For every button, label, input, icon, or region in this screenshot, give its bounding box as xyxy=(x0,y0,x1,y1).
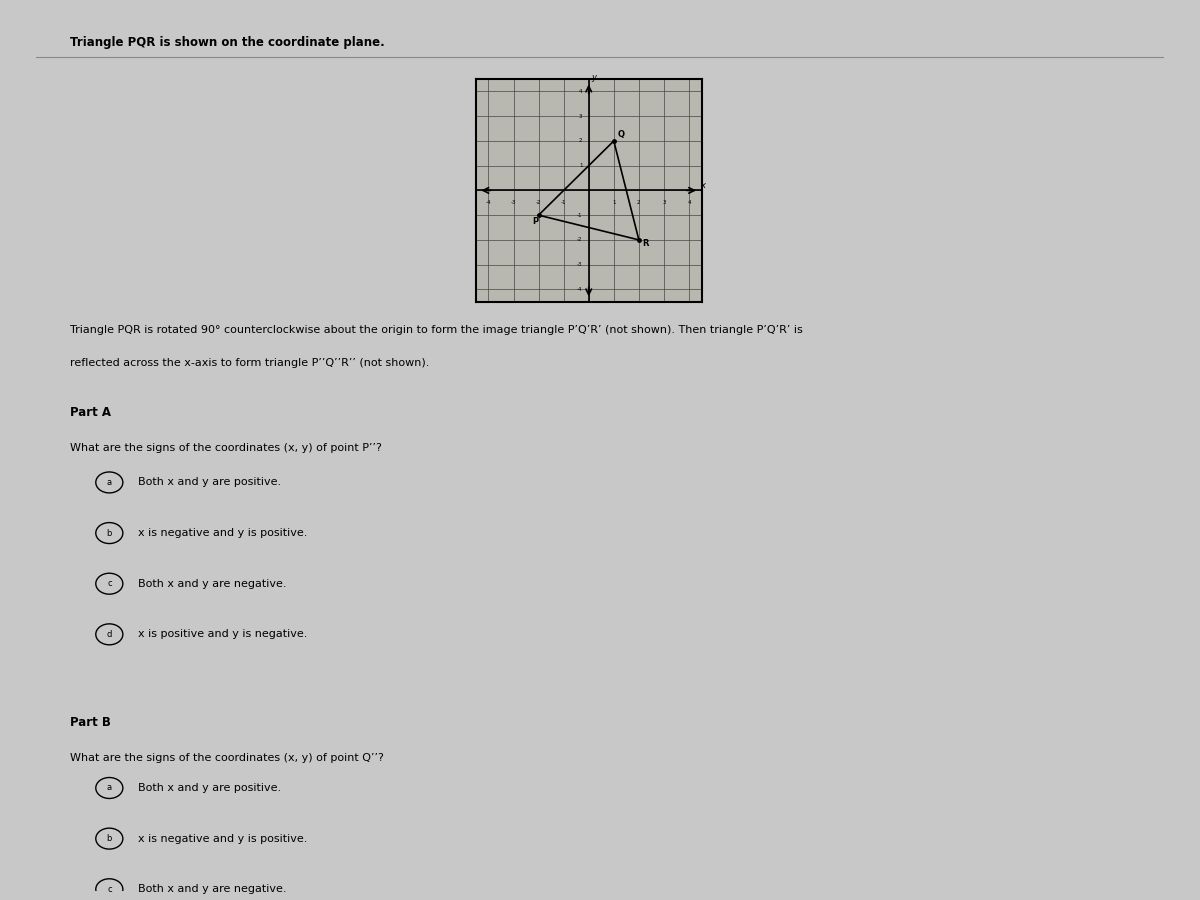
Text: What are the signs of the coordinates (x, y) of point P’’?: What are the signs of the coordinates (x… xyxy=(70,443,382,454)
Text: a: a xyxy=(107,478,112,487)
Text: Both x and y are positive.: Both x and y are positive. xyxy=(138,477,281,488)
Text: 1: 1 xyxy=(612,201,616,205)
Text: -4: -4 xyxy=(486,201,491,205)
Text: Both x and y are positive.: Both x and y are positive. xyxy=(138,783,281,793)
Text: reflected across the x-axis to form triangle P’’Q’’R’’ (not shown).: reflected across the x-axis to form tria… xyxy=(70,358,430,368)
Text: 2: 2 xyxy=(578,139,582,143)
Text: What are the signs of the coordinates (x, y) of point Q’’?: What are the signs of the coordinates (x… xyxy=(70,753,384,763)
Text: Both x and y are negative.: Both x and y are negative. xyxy=(138,579,286,589)
Text: Triangle PQR is shown on the coordinate plane.: Triangle PQR is shown on the coordinate … xyxy=(70,36,384,49)
Text: -1: -1 xyxy=(560,201,566,205)
Text: -1: -1 xyxy=(577,212,582,218)
Text: x is negative and y is positive.: x is negative and y is positive. xyxy=(138,833,307,843)
Text: 4: 4 xyxy=(688,201,691,205)
Text: -4: -4 xyxy=(577,287,582,292)
Text: c: c xyxy=(107,580,112,589)
Text: -2: -2 xyxy=(536,201,541,205)
Text: 1: 1 xyxy=(578,163,582,168)
Text: -3: -3 xyxy=(511,201,516,205)
Text: 3: 3 xyxy=(662,201,666,205)
Text: y: y xyxy=(592,74,596,83)
Text: x is positive and y is negative.: x is positive and y is negative. xyxy=(138,629,307,639)
Text: x: x xyxy=(701,181,706,190)
Text: Part B: Part B xyxy=(70,716,110,729)
Text: P: P xyxy=(533,217,539,226)
Text: a: a xyxy=(107,784,112,793)
Text: 2: 2 xyxy=(637,201,641,205)
Text: d: d xyxy=(107,630,112,639)
Text: c: c xyxy=(107,885,112,894)
Text: -3: -3 xyxy=(577,262,582,267)
Text: b: b xyxy=(107,834,112,843)
Text: R: R xyxy=(643,239,649,248)
Text: b: b xyxy=(107,528,112,537)
Text: -2: -2 xyxy=(577,238,582,242)
Text: 3: 3 xyxy=(578,113,582,119)
Text: Triangle PQR is rotated 90° counterclockwise about the origin to form the image : Triangle PQR is rotated 90° counterclock… xyxy=(70,325,803,336)
Text: Both x and y are negative.: Both x and y are negative. xyxy=(138,885,286,895)
Text: x is negative and y is positive.: x is negative and y is positive. xyxy=(138,528,307,538)
Text: Q: Q xyxy=(618,130,624,140)
Text: 4: 4 xyxy=(578,89,582,94)
Text: Part A: Part A xyxy=(70,407,110,419)
